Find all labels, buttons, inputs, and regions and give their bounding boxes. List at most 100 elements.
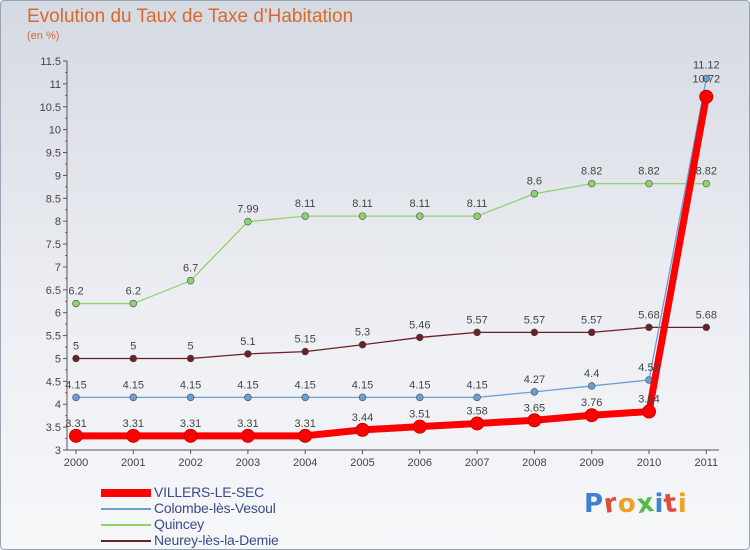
data-label: 3.58 bbox=[466, 405, 487, 417]
data-label: 4.15 bbox=[123, 379, 144, 391]
data-point bbox=[186, 276, 195, 285]
chart-subtitle: (en %) bbox=[27, 30, 60, 42]
data-label: 3.31 bbox=[237, 418, 258, 430]
y-tick-label: 8.5 bbox=[46, 193, 61, 205]
data-label: 3.31 bbox=[123, 418, 144, 430]
y-tick-label: 10.5 bbox=[40, 102, 61, 114]
data-point bbox=[530, 190, 539, 198]
chart-title: Evolution du Taux de Taxe d'Habitation bbox=[27, 6, 354, 27]
data-label: 5.57 bbox=[524, 314, 545, 326]
data-point bbox=[412, 419, 427, 434]
data-label: 4.15 bbox=[409, 379, 430, 391]
data-label: 7.99 bbox=[237, 204, 258, 216]
data-point bbox=[527, 413, 542, 428]
data-point bbox=[416, 212, 424, 220]
data-label: 8.11 bbox=[352, 198, 373, 210]
data-label: 5 bbox=[73, 340, 79, 352]
x-tick-label: 2003 bbox=[236, 457, 260, 469]
data-label: 4.15 bbox=[352, 379, 373, 391]
data-point bbox=[186, 354, 195, 363]
data-label: 3.51 bbox=[409, 409, 430, 421]
data-point bbox=[530, 388, 539, 396]
data-point bbox=[645, 179, 653, 188]
data-point bbox=[244, 350, 252, 358]
y-tick-label: 5.5 bbox=[46, 331, 61, 343]
logo-letter: i bbox=[654, 489, 665, 519]
data-label: 5.68 bbox=[696, 309, 717, 321]
data-point bbox=[642, 404, 656, 419]
legend-label: VILLERS-LE-SEC bbox=[154, 484, 265, 500]
y-tick-label: 6 bbox=[55, 308, 61, 320]
data-point bbox=[129, 299, 138, 308]
data-point bbox=[416, 333, 424, 342]
data-point bbox=[702, 323, 710, 332]
data-point bbox=[355, 422, 370, 437]
data-point bbox=[129, 354, 138, 363]
data-point bbox=[183, 428, 198, 443]
data-label: 3.84 bbox=[638, 394, 659, 406]
data-label: 5.68 bbox=[638, 309, 659, 321]
legend-label: Colombe-lès-Vesoul bbox=[154, 500, 276, 516]
y-tick-label: 8 bbox=[55, 216, 61, 228]
y-tick-label: 11 bbox=[50, 79, 61, 91]
data-point bbox=[645, 323, 653, 332]
data-point bbox=[584, 408, 599, 423]
data-label: 4.15 bbox=[237, 379, 258, 391]
x-tick-label: 2011 bbox=[694, 457, 718, 469]
data-label: 3.31 bbox=[294, 418, 315, 430]
logo-letter: i bbox=[677, 489, 688, 519]
data-label: 3.76 bbox=[581, 397, 602, 409]
data-point bbox=[240, 428, 255, 443]
y-tick-label: 6.5 bbox=[46, 285, 61, 297]
data-label: 8.82 bbox=[638, 166, 659, 178]
data-label: 4.27 bbox=[524, 374, 545, 386]
data-point bbox=[473, 212, 481, 220]
y-tick-label: 10 bbox=[49, 125, 61, 137]
data-point bbox=[301, 347, 309, 356]
data-point bbox=[470, 416, 485, 431]
data-point bbox=[298, 428, 313, 443]
data-point bbox=[244, 217, 252, 226]
legend-label: Neurey-lès-la-Demie bbox=[154, 532, 279, 548]
data-point bbox=[587, 382, 596, 390]
x-tick-label: 2004 bbox=[293, 457, 317, 469]
x-tick-label: 2009 bbox=[579, 457, 603, 469]
y-tick-label: 4.5 bbox=[46, 376, 61, 388]
data-point bbox=[244, 393, 252, 402]
y-tick-label: 3.5 bbox=[46, 422, 61, 434]
data-point bbox=[358, 341, 367, 349]
y-tick-label: 7.5 bbox=[46, 239, 61, 251]
series-line bbox=[72, 93, 710, 440]
data-label: 5 bbox=[130, 340, 136, 352]
data-label: 3.44 bbox=[352, 412, 373, 424]
data-label: 3.31 bbox=[180, 418, 201, 430]
logo-letter: x bbox=[634, 487, 657, 521]
series-line bbox=[75, 326, 707, 360]
data-label: 5.1 bbox=[240, 336, 255, 348]
data-point bbox=[699, 89, 714, 104]
data-label: 4.53 bbox=[638, 362, 659, 374]
data-point bbox=[358, 393, 367, 402]
proxiti-logo: Proxiti bbox=[584, 487, 688, 521]
data-label: 8.11 bbox=[295, 198, 316, 210]
data-point bbox=[587, 328, 596, 337]
data-point bbox=[126, 428, 141, 443]
data-label: 8.82 bbox=[581, 166, 602, 178]
data-label: 4.15 bbox=[65, 379, 86, 391]
logo-letter: P bbox=[584, 489, 605, 519]
data-label: 8.11 bbox=[410, 198, 431, 210]
logo-letter: o bbox=[617, 489, 637, 519]
data-label: 10.72 bbox=[693, 74, 721, 86]
y-tick-label: 11.5 bbox=[40, 56, 61, 68]
data-label: 3.31 bbox=[65, 418, 86, 430]
data-point bbox=[702, 74, 710, 83]
data-label: 3.65 bbox=[524, 402, 545, 414]
x-tick-label: 2001 bbox=[121, 457, 145, 469]
legend-swatch bbox=[101, 524, 151, 526]
data-point bbox=[473, 393, 481, 402]
data-label: 5.57 bbox=[581, 314, 602, 326]
data-point bbox=[416, 393, 424, 402]
x-tick-label: 2008 bbox=[522, 457, 546, 469]
